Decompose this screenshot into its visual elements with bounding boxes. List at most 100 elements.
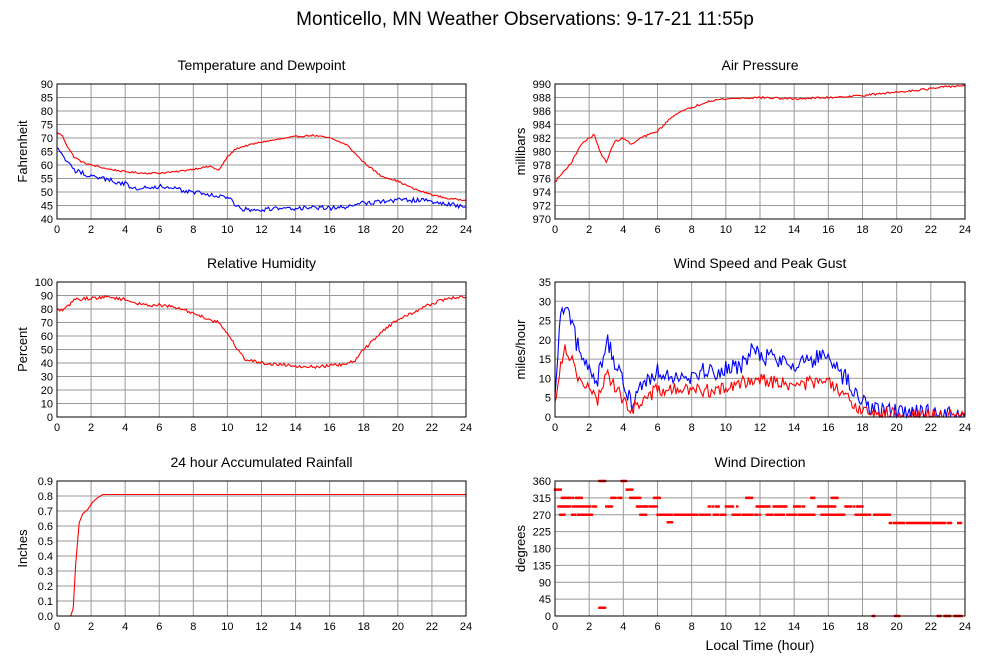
wind-direction-point: [890, 521, 893, 525]
x-tick-label: 10: [720, 422, 732, 434]
wind-direction-point: [594, 505, 598, 508]
wind-direction-point: [625, 488, 628, 491]
wind-direction-point: [834, 513, 837, 516]
wind-direction-point: [859, 505, 863, 508]
wind-direction-point: [593, 505, 596, 508]
wind-direction-point: [610, 496, 613, 500]
wind-direction-point: [807, 513, 810, 516]
wind-direction-point: [664, 513, 668, 516]
wind-direction-point: [618, 496, 622, 500]
wind-direction-point: [810, 496, 813, 500]
wind-direction-point: [572, 496, 575, 500]
wind-direction-point: [852, 505, 856, 508]
wind-direction-point: [779, 513, 783, 516]
wind-direction-point: [864, 513, 867, 516]
wind-direction-point: [562, 496, 565, 500]
x-tick-label: 10: [221, 422, 233, 434]
y-tick-label: 50: [41, 345, 53, 357]
x-tick-label: 12: [754, 621, 766, 633]
series-line-blue: [56, 147, 466, 213]
wind-direction-point: [907, 521, 910, 525]
wind-direction-point: [939, 521, 943, 525]
wind-direction-point: [755, 513, 759, 516]
x-tick-label: 6: [156, 422, 162, 434]
wind-direction-point: [782, 513, 786, 516]
wind-direction-point: [833, 513, 836, 516]
y-tick-label: 0.8: [38, 491, 53, 503]
wind-direction-point: [585, 513, 588, 516]
wind-direction-point: [599, 606, 603, 609]
wind-direction-point: [607, 505, 611, 508]
wind-direction-point: [715, 513, 718, 516]
wind-direction-point: [914, 521, 917, 525]
wind-direction-point: [925, 521, 929, 525]
wind-direction-point: [628, 496, 632, 500]
chart-title: Wind Speed and Peak Gust: [674, 255, 847, 271]
wind-direction-point: [747, 513, 750, 516]
wind-direction-point: [655, 496, 659, 500]
wind-direction-point: [887, 513, 890, 516]
wind-direction-point: [819, 505, 823, 508]
wind-direction-point: [738, 513, 741, 516]
wind-direction-point: [857, 513, 860, 516]
x-tick-label: 24: [959, 422, 971, 434]
x-tick-label: 14: [788, 224, 800, 236]
wind-direction-point: [726, 505, 729, 508]
x-tick-label: 20: [392, 621, 404, 633]
wind-direction-point: [589, 505, 592, 508]
wind-direction-point: [840, 513, 843, 516]
wind-direction-point: [631, 496, 635, 500]
plot-frame: [56, 281, 467, 418]
wind-direction-point: [590, 513, 594, 516]
series-line-red: [56, 294, 466, 370]
wind-direction-point: [576, 496, 579, 500]
x-tick-label: 18: [358, 224, 370, 236]
wind-direction-point: [942, 521, 946, 525]
wind-direction-point: [572, 513, 575, 516]
wind-direction-point: [676, 513, 679, 516]
wind-direction-point: [732, 513, 736, 516]
wind-direction-point: [630, 496, 633, 500]
wind-direction-point: [781, 513, 784, 516]
wind-direction-point: [833, 505, 837, 508]
wind-direction-point: [849, 505, 853, 508]
x-tick-label: 4: [122, 224, 128, 236]
wind-direction-point: [857, 505, 860, 508]
x-tick-label: 0: [54, 422, 60, 434]
wind-direction-point: [716, 513, 720, 516]
wind-direction-point: [644, 505, 647, 508]
wind-direction-point: [558, 505, 562, 508]
x-axis-label: Local Time (hour): [706, 637, 815, 653]
wind-direction-point: [825, 505, 828, 508]
x-tick-label: 20: [891, 224, 903, 236]
wind-direction-point: [872, 513, 876, 516]
x-tick-label: 20: [891, 422, 903, 434]
x-tick-label: 8: [689, 621, 695, 633]
wind-direction-point: [937, 521, 940, 525]
wind-direction-point: [888, 521, 892, 525]
wind-direction-point: [617, 496, 620, 500]
y-tick-label: 315: [533, 493, 551, 505]
wind-direction-point: [759, 505, 763, 508]
wind-direction-point: [783, 505, 787, 508]
wind-direction-point: [561, 505, 564, 508]
wind-direction-point: [858, 513, 862, 516]
wind-direction-point: [687, 513, 691, 516]
wind-direction-point: [884, 513, 887, 516]
y-tick-label: 0.4: [38, 551, 53, 563]
plot-frame: [56, 83, 467, 220]
wind-direction-point: [708, 513, 711, 516]
x-tick-label: 18: [856, 621, 868, 633]
wind-direction-point: [754, 513, 757, 516]
wind-direction-point: [829, 505, 833, 508]
wind-direction-point: [800, 513, 803, 516]
x-tick-label: 18: [358, 422, 370, 434]
wind-direction-point: [701, 513, 705, 516]
wind-direction-point: [580, 505, 583, 508]
wind-direction-point: [897, 521, 900, 525]
wind-direction-point: [652, 505, 655, 508]
wind-direction-point: [712, 513, 716, 516]
y-tick-label: 80: [41, 106, 53, 118]
wind-direction-point: [832, 505, 835, 508]
wind-direction-point: [763, 505, 767, 508]
